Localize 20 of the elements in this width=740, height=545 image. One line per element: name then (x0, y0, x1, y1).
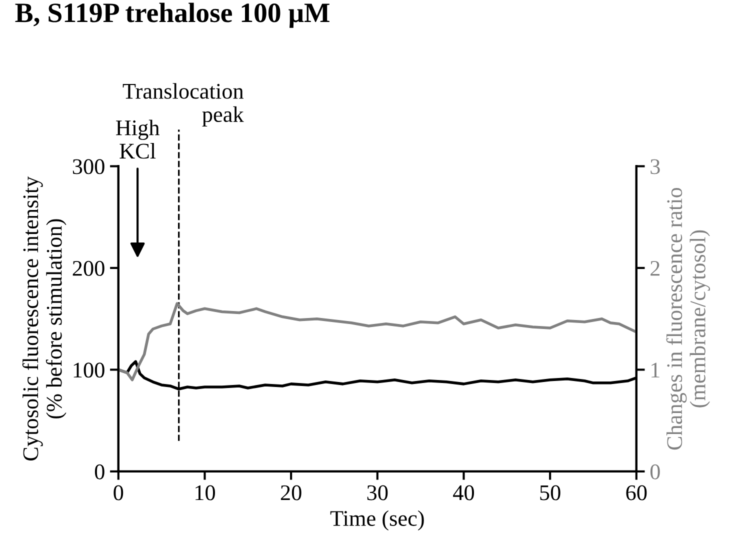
y-tick-label: 300 (72, 159, 104, 174)
y-tick-label: 200 (72, 260, 104, 276)
y2-tick-label: 2 (650, 260, 660, 276)
y2-tick-label: 3 (650, 159, 660, 174)
x-tick-label: 0 (114, 485, 124, 500)
line-series (118, 302, 636, 382)
x-tick-label: 50 (540, 485, 560, 500)
chart-title: B, S119P trehalose 100 μM (15, 2, 330, 28)
x-tick-label: 30 (367, 485, 388, 500)
y-tick-label: 0 (94, 464, 104, 480)
x-axis-title: Time (sec) (330, 510, 424, 530)
y2-axis-title: Changes in fluorescence ratio (membrane/cytosol) (666, 188, 710, 450)
x-tick-label: 60 (626, 485, 647, 500)
y2-tick-label: 0 (650, 464, 660, 480)
x-tick-label: 40 (453, 485, 474, 500)
y2-tick-label: 1 (652, 362, 660, 378)
x-tick-label: 10 (196, 485, 215, 500)
y-tick-label: 100 (74, 362, 104, 378)
x-tick-label: 20 (280, 485, 302, 500)
y-axis-title: Cytosolic fluorescence intensity (% before stimulation) (22, 176, 66, 460)
